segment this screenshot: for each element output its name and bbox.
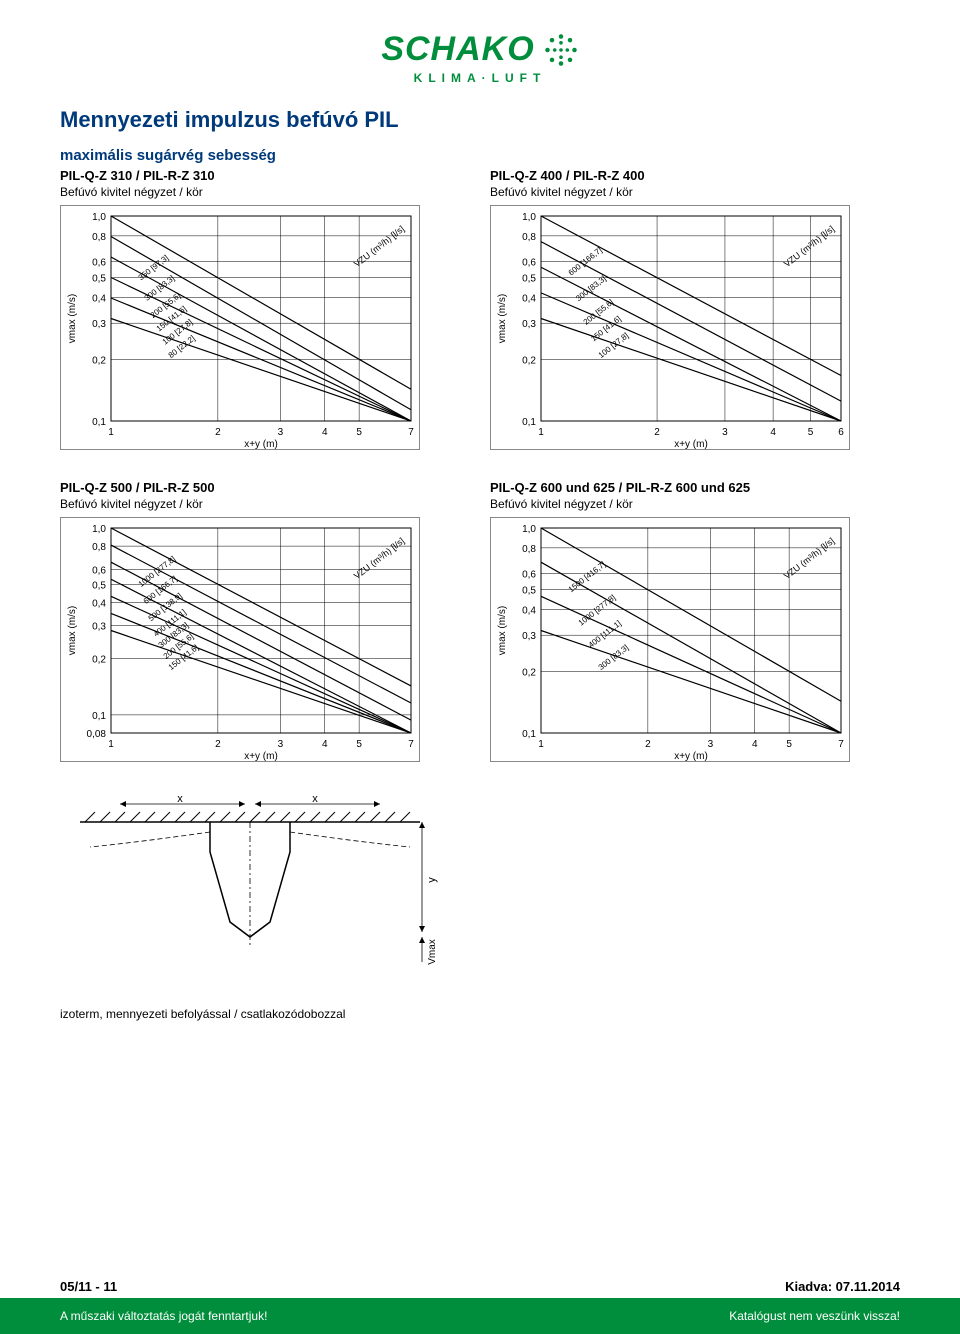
svg-text:0,3: 0,3 [92,319,106,330]
svg-text:1,0: 1,0 [92,212,106,223]
svg-text:0,2: 0,2 [522,667,536,678]
chart-3: PIL-Q-Z 600 und 625 / PIL-R-Z 600 und 62… [490,480,870,762]
logo-text: SCHAKO [381,30,534,69]
chart-0-svg: 1,0 0,8 0,6 0,5 0,4 0,3 0,2 0,11 2 3 4 5 7 vmax (m/s)… [60,205,420,450]
chart-3-svg: 1,0 0,8 0,6 0,5 0,4 0,3 0,2 0,11 2 3 4 5 7 vmax (m/s)… [490,517,850,762]
chart-1-svg: 1,0 0,8 0,6 0,5 0,4 0,3 0,2 0,11 2 3 4 5 6 vmax (m/s)… [490,205,850,450]
svg-text:0,2: 0,2 [92,355,106,366]
diagram-x-label: x [177,793,183,805]
diagram-x-label-2: x [312,793,318,805]
logo: SCHAKO KLIMA·LUFT [60,30,900,87]
svg-text:0,6: 0,6 [92,257,106,268]
svg-text:1: 1 [538,739,544,750]
svg-text:0,1: 0,1 [522,417,536,428]
svg-text:5: 5 [786,739,792,750]
logo-subtitle: KLIMA·LUFT [381,71,578,85]
svg-text:0,1: 0,1 [92,711,106,722]
svg-text:0,4: 0,4 [92,294,106,305]
svg-text:2: 2 [215,427,221,438]
svg-text:vmax (m/s): vmax (m/s) [497,606,508,655]
svg-text:1: 1 [108,427,114,438]
footer-right-text: Katalógust nem veszünk vissza! [729,1309,900,1323]
svg-text:0,5: 0,5 [92,274,106,285]
svg-text:4: 4 [322,427,328,438]
chart-0-label: PIL-Q-Z 310 / PIL-R-Z 310 [60,168,440,183]
svg-text:x+y (m): x+y (m) [674,439,708,450]
svg-text:2: 2 [654,427,660,438]
svg-text:0,1: 0,1 [522,729,536,740]
chart-1-label: PIL-Q-Z 400 / PIL-R-Z 400 [490,168,870,183]
logo-swirl-icon [543,32,579,68]
svg-text:0,3: 0,3 [92,622,106,633]
chart-0-sublabel: Befúvó kivitel négyzet / kör [60,185,440,199]
svg-text:3: 3 [278,739,284,750]
svg-text:2: 2 [215,739,221,750]
section-title: maximális sugárvég sebesség [60,147,900,164]
svg-text:3: 3 [722,427,728,438]
chart-2-sublabel: Befúvó kivitel négyzet / kör [60,497,440,511]
svg-text:0,08: 0,08 [87,729,107,740]
svg-text:4: 4 [752,739,758,750]
svg-text:3: 3 [708,739,714,750]
svg-text:0,2: 0,2 [92,655,106,666]
svg-text:x+y (m): x+y (m) [674,751,708,762]
svg-text:7: 7 [838,739,844,750]
svg-text:3: 3 [278,427,284,438]
footer-bar: A műszaki változtatás jogát fenntartjuk!… [0,1298,960,1334]
svg-text:0,5: 0,5 [522,586,536,597]
chart-1: PIL-Q-Z 400 / PIL-R-Z 400 Befúvó kivitel… [490,168,870,450]
svg-text:0,8: 0,8 [522,544,536,555]
svg-text:0,4: 0,4 [522,606,536,617]
svg-text:1,0: 1,0 [522,212,536,223]
svg-text:0,4: 0,4 [522,294,536,305]
svg-text:5: 5 [808,427,814,438]
svg-text:0,4: 0,4 [92,598,106,609]
svg-text:0,3: 0,3 [522,631,536,642]
svg-text:5: 5 [356,739,362,750]
svg-text:0,8: 0,8 [522,232,536,243]
svg-text:0,8: 0,8 [92,232,106,243]
diagram-caption: izoterm, mennyezeti befolyással / csatla… [60,1007,900,1021]
svg-text:1: 1 [108,739,114,750]
footer-left-text: A műszaki változtatás jogát fenntartjuk! [60,1309,267,1323]
chart-3-sublabel: Befúvó kivitel négyzet / kör [490,497,870,511]
svg-text:0,6: 0,6 [522,257,536,268]
svg-text:0,5: 0,5 [92,580,106,591]
svg-text:0,2: 0,2 [522,355,536,366]
svg-text:0,6: 0,6 [522,569,536,580]
footer-page-number: 05/11 - 11 [60,1279,117,1294]
svg-text:x+y (m): x+y (m) [244,751,278,762]
chart-2-label: PIL-Q-Z 500 / PIL-R-Z 500 [60,480,440,495]
flow-diagram: x x y Vmax [60,792,900,977]
chart-2: PIL-Q-Z 500 / PIL-R-Z 500 Befúvó kivitel… [60,480,440,762]
svg-text:vmax (m/s): vmax (m/s) [67,294,78,343]
svg-text:x+y (m): x+y (m) [244,439,278,450]
svg-text:1,0: 1,0 [522,524,536,535]
svg-text:1,0: 1,0 [92,524,106,535]
svg-text:6: 6 [838,427,844,438]
svg-text:vmax (m/s): vmax (m/s) [67,606,78,655]
svg-text:0,1: 0,1 [92,417,106,428]
svg-text:7: 7 [408,427,414,438]
svg-text:7: 7 [408,739,414,750]
svg-text:4: 4 [322,739,328,750]
diagram-y-label: y [426,877,438,883]
svg-text:2: 2 [645,739,651,750]
diagram-vmax-label: Vmax [427,939,438,965]
svg-text:0,6: 0,6 [92,565,106,576]
footer-info: 05/11 - 11 Kiadva: 07.11.2014 [0,1279,960,1294]
svg-text:5: 5 [356,427,362,438]
svg-text:vmax (m/s): vmax (m/s) [497,294,508,343]
chart-3-label: PIL-Q-Z 600 und 625 / PIL-R-Z 600 und 62… [490,480,870,495]
footer-date: Kiadva: 07.11.2014 [785,1279,900,1294]
svg-text:0,3: 0,3 [522,319,536,330]
svg-text:1: 1 [538,427,544,438]
chart-1-sublabel: Befúvó kivitel négyzet / kör [490,185,870,199]
page-title: Mennyezeti impulzus befúvó PIL [60,107,900,133]
svg-text:0,8: 0,8 [92,542,106,553]
chart-2-svg: 1,0 0,8 0,6 0,5 0,4 0,3 0,2 0,1 0,081 2 3 4 5 7 vmax (… [60,517,420,762]
svg-text:4: 4 [770,427,776,438]
chart-0: PIL-Q-Z 310 / PIL-R-Z 310 Befúvó kivitel… [60,168,440,450]
svg-text:0,5: 0,5 [522,274,536,285]
